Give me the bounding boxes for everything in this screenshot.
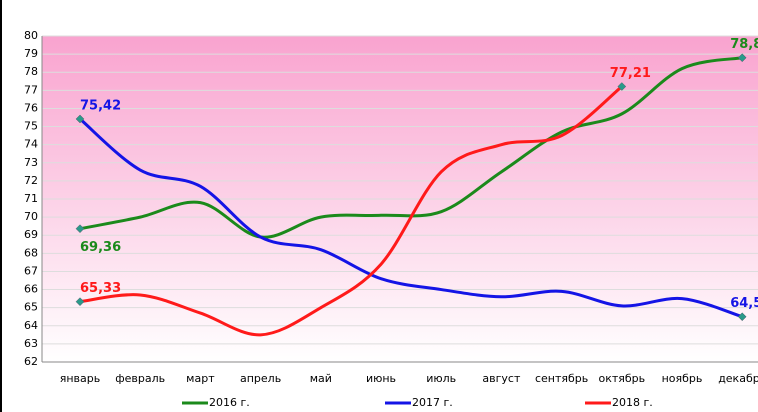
y-tick-label: 75 xyxy=(24,120,38,133)
y-tick-label: 74 xyxy=(24,138,38,151)
point-marker xyxy=(737,53,747,63)
x-tick-label: октябрь xyxy=(598,372,645,385)
y-tick-label: 66 xyxy=(24,283,38,296)
data-label: 77,21 xyxy=(610,66,651,81)
data-label: 69,36 xyxy=(80,240,121,255)
y-tick-label: 69 xyxy=(24,228,38,241)
x-tick-label: ноябрь xyxy=(662,372,703,385)
y-tick-label: 80 xyxy=(24,29,38,42)
x-tick-label: февраль xyxy=(115,372,165,385)
x-tick-label: январь xyxy=(60,372,101,385)
series-line xyxy=(79,117,743,319)
series-line xyxy=(79,56,743,239)
point-marker xyxy=(617,82,627,91)
data-label: 78,8 xyxy=(730,37,758,52)
y-tick-label: 77 xyxy=(24,83,38,96)
y-tick-label: 78 xyxy=(24,65,38,78)
point-marker xyxy=(75,297,85,307)
data-label: 75,42 xyxy=(80,98,121,113)
y-tick-label: 73 xyxy=(24,156,38,169)
x-tick-label: март xyxy=(186,372,215,385)
y-tick-label: 71 xyxy=(24,192,38,205)
y-tick-label: 63 xyxy=(24,337,38,350)
y-tick-label: 72 xyxy=(24,174,38,187)
y-tick-label: 79 xyxy=(24,47,38,60)
y-tick-label: 76 xyxy=(24,101,38,114)
y-tick-label: 62 xyxy=(24,355,38,368)
y-tick-label: 65 xyxy=(24,301,38,314)
legend-label: 2016 г. xyxy=(209,396,250,409)
x-tick-label: сентябрь xyxy=(535,372,588,385)
y-tick-label: 68 xyxy=(24,246,38,259)
y-tick-label: 64 xyxy=(24,319,38,332)
point-marker xyxy=(737,312,747,322)
legend-label: 2017 г. xyxy=(412,396,453,409)
point-marker xyxy=(75,224,85,234)
point-marker xyxy=(75,114,85,124)
legend-label: 2018 г. xyxy=(612,396,653,409)
y-tick-label: 70 xyxy=(24,210,38,223)
x-tick-label: апрель xyxy=(240,372,281,385)
x-tick-label: август xyxy=(482,372,521,385)
x-tick-label: декабрь xyxy=(718,372,758,385)
series-line xyxy=(79,85,623,337)
data-label: 64,5 xyxy=(730,296,758,311)
x-tick-label: май xyxy=(310,372,332,385)
x-tick-label: июль xyxy=(426,372,456,385)
data-label: 65,33 xyxy=(80,281,121,296)
y-tick-label: 67 xyxy=(24,264,38,277)
x-tick-label: июнь xyxy=(366,372,396,385)
